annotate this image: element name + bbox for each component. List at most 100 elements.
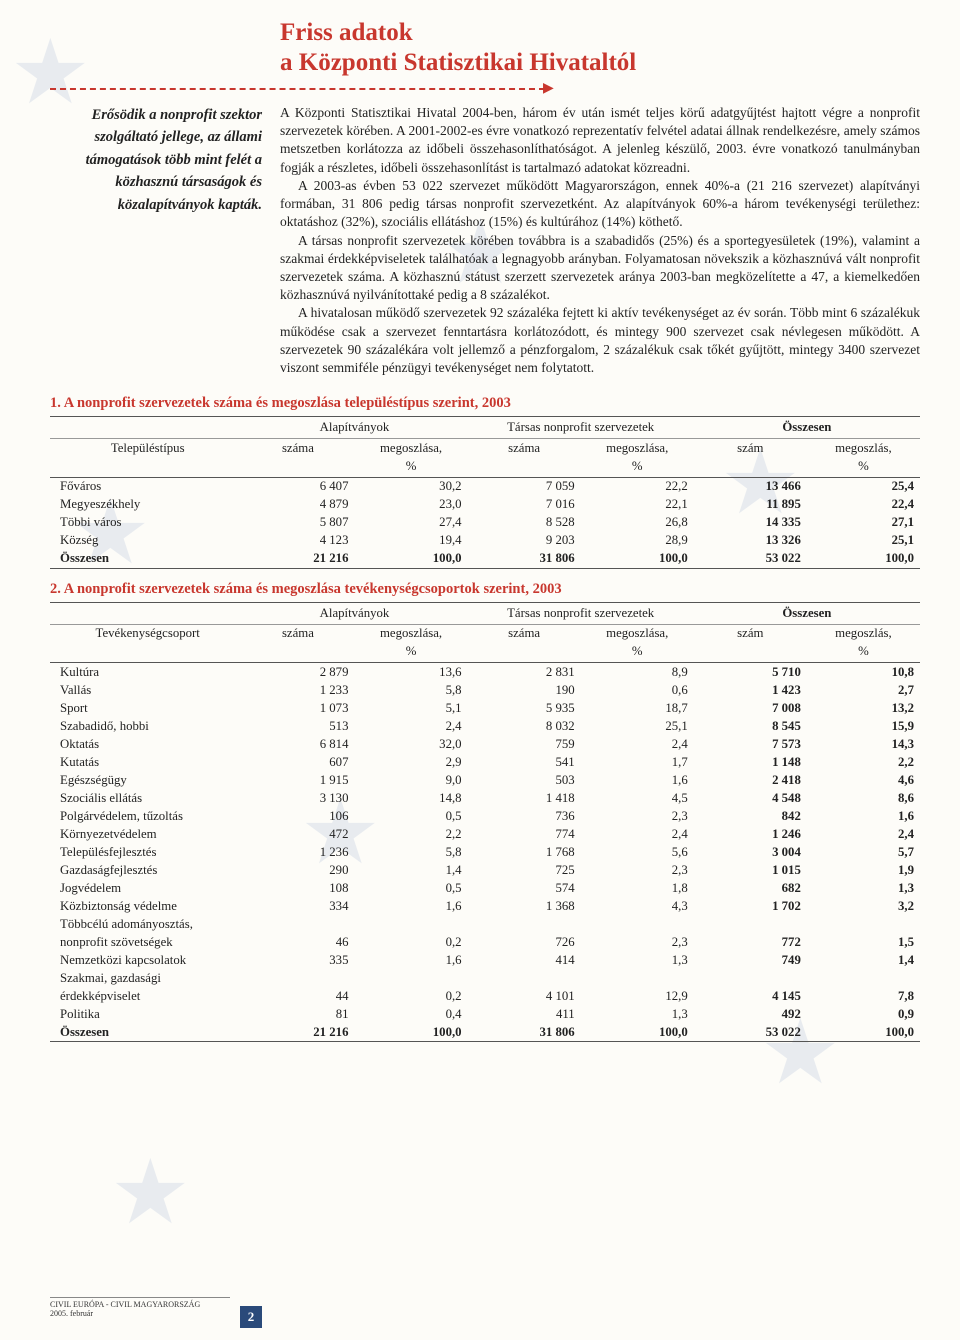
cell: 7 573 — [694, 735, 807, 753]
cell: 100,0 — [354, 1023, 467, 1042]
table-2: Alapítványok Társas nonprofit szervezete… — [50, 602, 920, 1043]
cell — [468, 969, 581, 987]
cell — [807, 969, 920, 987]
cell: 9,0 — [354, 771, 467, 789]
table-row: Nemzetközi kapcsolatok3351,64141,37491,4 — [50, 951, 920, 969]
title-line-2: a Központi Statisztikai Hivataltól — [280, 48, 920, 78]
table-row: Környezetvédelem4722,27742,41 2462,4 — [50, 825, 920, 843]
cell: 14 335 — [694, 514, 807, 532]
table-row: nonprofit szövetségek460,27262,37721,5 — [50, 933, 920, 951]
cell: 6 407 — [241, 477, 354, 496]
cell: 2,2 — [354, 825, 467, 843]
footer: CIVIL EURÓPA - CIVIL MAGYARORSZÁG 2005. … — [50, 1297, 230, 1318]
table-1: Alapítványok Társas nonprofit szervezete… — [50, 416, 920, 569]
cell: 13 466 — [694, 477, 807, 496]
cell: 13,2 — [807, 699, 920, 717]
cell: 1 368 — [468, 897, 581, 915]
total-label: Összesen — [50, 1023, 241, 1042]
cell: 18,7 — [581, 699, 694, 717]
cell: 1,6 — [807, 807, 920, 825]
cell: 0,5 — [354, 879, 467, 897]
cell: 2,4 — [581, 825, 694, 843]
row-label: nonprofit szövetségek — [50, 933, 241, 951]
cell: 5,7 — [807, 843, 920, 861]
table2-group-0: Alapítványok — [241, 602, 467, 624]
cell: 25,1 — [807, 532, 920, 550]
pullquote: Erősödik a nonprofit szektor szolgáltató… — [50, 104, 262, 377]
body-text: A Központi Statisztikai Hivatal 2004-ben… — [280, 104, 920, 377]
cell: 1 768 — [468, 843, 581, 861]
cell: 2 418 — [694, 771, 807, 789]
cell — [694, 969, 807, 987]
table-row: Politika810,44111,34920,9 — [50, 1005, 920, 1023]
row-label: Megyeszékhely — [50, 496, 241, 514]
cell: 1,3 — [581, 1005, 694, 1023]
cell — [354, 969, 467, 987]
row-label: Többi város — [50, 514, 241, 532]
cell: 1,6 — [354, 951, 467, 969]
table-row: Megyeszékhely4 87923,07 01622,111 89522,… — [50, 496, 920, 514]
cell: 4,3 — [581, 897, 694, 915]
cell: 736 — [468, 807, 581, 825]
cell: 1,3 — [807, 879, 920, 897]
cell: 4 548 — [694, 789, 807, 807]
paragraph-4: A hivatalosan működő szervezetek 92 száz… — [280, 304, 920, 377]
table-row: érdekképviselet440,24 10112,94 1457,8 — [50, 987, 920, 1005]
table-total-row: Összesen21 216100,031 806100,053 022100,… — [50, 550, 920, 569]
cell: 334 — [241, 897, 354, 915]
cell: 100,0 — [807, 1023, 920, 1042]
cell: 7 008 — [694, 699, 807, 717]
cell: 5 807 — [241, 514, 354, 532]
cell: 27,4 — [354, 514, 467, 532]
cell: 21 216 — [241, 1023, 354, 1042]
cell: 108 — [241, 879, 354, 897]
paragraph-1: A Központi Statisztikai Hivatal 2004-ben… — [280, 104, 920, 177]
cell: 5,8 — [354, 843, 467, 861]
cell — [241, 969, 354, 987]
cell — [694, 915, 807, 933]
row-label: Főváros — [50, 477, 241, 496]
row-label: Közbiztonság védelme — [50, 897, 241, 915]
cell: 2,3 — [581, 861, 694, 879]
table2-group-1: Társas nonprofit szervezetek — [468, 602, 694, 624]
cell: 772 — [694, 933, 807, 951]
cell: 100,0 — [354, 550, 467, 569]
page-number: 2 — [240, 1306, 262, 1328]
cell: 31 806 — [468, 550, 581, 569]
cell: 0,4 — [354, 1005, 467, 1023]
table2-group-2: Összesen — [694, 602, 920, 624]
cell: 8,9 — [581, 663, 694, 682]
cell: 7 059 — [468, 477, 581, 496]
table1-group-2: Összesen — [694, 417, 920, 439]
cell: 8,6 — [807, 789, 920, 807]
cell: 4,5 — [581, 789, 694, 807]
paragraph-2: A 2003-as évben 53 022 szervezet működöt… — [280, 177, 920, 232]
cell: 1,4 — [807, 951, 920, 969]
cell: 749 — [694, 951, 807, 969]
cell: 19,4 — [354, 532, 467, 550]
cell: 541 — [468, 753, 581, 771]
cell: 14,8 — [354, 789, 467, 807]
cell: 1,9 — [807, 861, 920, 879]
table-row: Vallás1 2335,81900,61 4232,7 — [50, 681, 920, 699]
cell: 1 148 — [694, 753, 807, 771]
cell: 411 — [468, 1005, 581, 1023]
cell: 1 423 — [694, 681, 807, 699]
cell: 5 935 — [468, 699, 581, 717]
cell: 100,0 — [581, 1023, 694, 1042]
cell: 1,4 — [354, 861, 467, 879]
cell: 12,9 — [581, 987, 694, 1005]
table-row: Szociális ellátás3 13014,81 4184,54 5488… — [50, 789, 920, 807]
table-row: Szakmai, gazdasági — [50, 969, 920, 987]
row-label: Egészségügy — [50, 771, 241, 789]
cell: 7,8 — [807, 987, 920, 1005]
cell — [468, 915, 581, 933]
cell — [807, 915, 920, 933]
table-row: Kultúra2 87913,62 8318,95 71010,8 — [50, 663, 920, 682]
arrow-icon: ▶ — [543, 80, 554, 97]
cell: 2,9 — [354, 753, 467, 771]
cell: 1,6 — [354, 897, 467, 915]
cell: 4 101 — [468, 987, 581, 1005]
cell: 106 — [241, 807, 354, 825]
cell: 28,9 — [581, 532, 694, 550]
